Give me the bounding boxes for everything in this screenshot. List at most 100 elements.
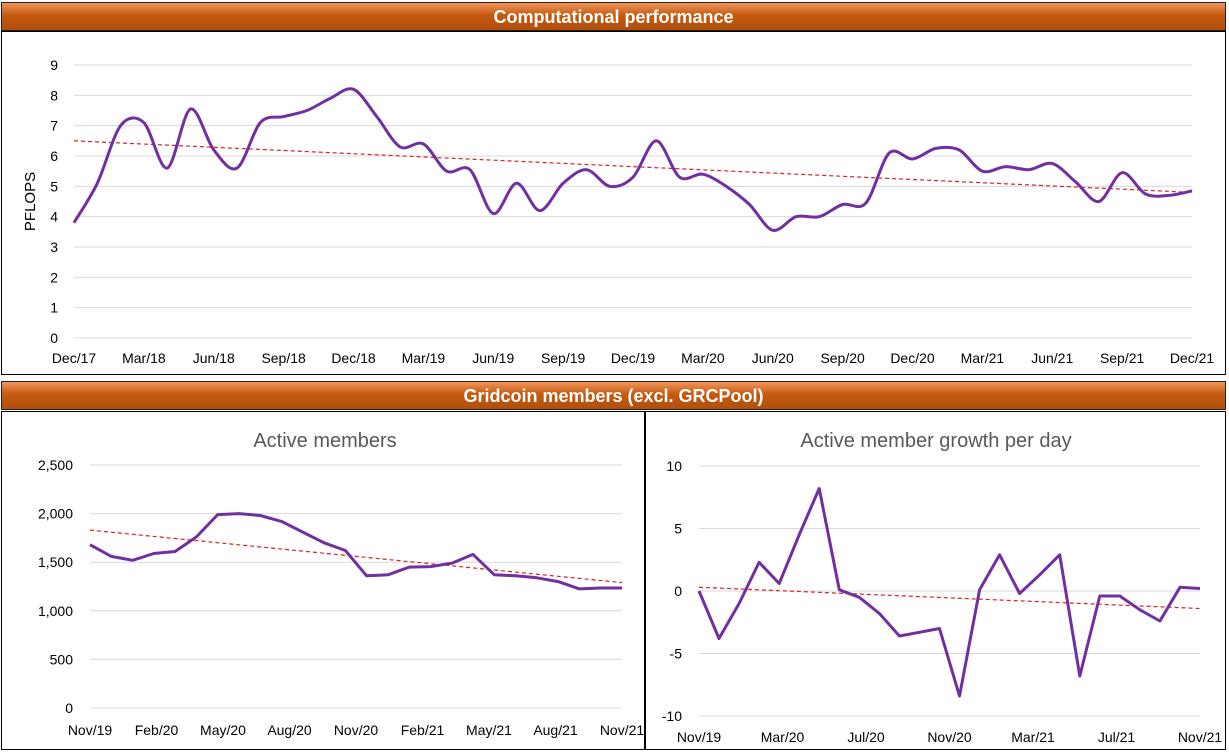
data-point xyxy=(981,170,984,173)
data-point xyxy=(189,108,192,111)
active-members-panel: Active members 0 500 1,000 1,500 2,000 2,500 No… xyxy=(1,411,645,750)
trend-line xyxy=(89,529,623,584)
y-tick-label: 2,000 xyxy=(38,506,73,522)
x-tick-label: Mar/20 xyxy=(681,350,725,366)
data-point xyxy=(166,167,169,170)
y-tick-label: 4 xyxy=(50,209,58,225)
x-tick-label: Jun/18 xyxy=(193,350,235,366)
data-point xyxy=(408,566,411,569)
x-tick-label: Mar/20 xyxy=(761,729,805,745)
data-point xyxy=(1018,592,1021,595)
data-point xyxy=(429,565,432,568)
data-point xyxy=(758,561,761,564)
data-point xyxy=(1191,189,1194,192)
data-point xyxy=(282,115,285,118)
data-point xyxy=(858,596,861,599)
y-tick-label: 500 xyxy=(50,651,74,667)
data-point xyxy=(492,212,495,215)
y-tick-label: 8 xyxy=(50,87,58,103)
y-tick-label: 2 xyxy=(50,269,58,285)
y-tick-label: 1,500 xyxy=(38,554,73,570)
data-point xyxy=(748,203,751,206)
x-tick-label: Sep/19 xyxy=(541,350,586,366)
x-tick-label: Aug/20 xyxy=(267,722,312,738)
data-point xyxy=(718,637,721,640)
x-tick-label: Nov/20 xyxy=(927,729,972,745)
data-point xyxy=(352,88,355,91)
x-tick-label: Mar/21 xyxy=(961,350,1005,366)
data-point xyxy=(1004,165,1007,168)
data-point xyxy=(472,553,475,556)
data-point xyxy=(771,229,774,232)
gridcoin-members-banner: Gridcoin members (excl. GRCPool) xyxy=(1,381,1226,410)
y-tick-label: 9 xyxy=(50,57,58,73)
y-tick-label: -5 xyxy=(670,646,683,662)
y-tick-label: 7 xyxy=(50,118,58,134)
data-point xyxy=(259,121,262,124)
series-line xyxy=(697,487,1201,698)
computational-performance-panel: PFLOPS 0 1 2 3 4 5 6 7 8 9 Dec/17 Mar/18 Jun/18 Sep/18… xyxy=(1,31,1226,375)
y-tick-label: 3 xyxy=(50,239,58,255)
data-point xyxy=(1179,586,1182,589)
pflops-chart: PFLOPS 0 1 2 3 4 5 6 7 8 9 Dec/17 Mar/18 Jun/18 Sep/18… xyxy=(22,57,1215,366)
data-point xyxy=(386,573,389,576)
y-tick-label: 10 xyxy=(666,458,682,474)
data-point xyxy=(195,535,198,538)
data-point xyxy=(110,555,113,558)
data-point xyxy=(1199,587,1202,590)
x-tick-label: Nov/21 xyxy=(600,722,644,738)
data-point xyxy=(599,587,602,590)
data-point xyxy=(212,148,215,151)
y-tick-label: 5 xyxy=(50,178,58,194)
y-tick-label: 2,500 xyxy=(38,457,73,473)
data-point xyxy=(329,97,332,100)
data-point xyxy=(323,541,326,544)
data-point xyxy=(701,173,704,176)
data-point xyxy=(698,590,701,593)
x-tick-label: Mar/18 xyxy=(122,350,166,366)
x-tick-label: Sep/18 xyxy=(261,350,306,366)
data-point xyxy=(301,531,304,534)
y-tick-label: -10 xyxy=(662,708,682,724)
x-tick-label: Dec/18 xyxy=(331,350,376,366)
data-point xyxy=(958,148,961,151)
y-tick-label: 0 xyxy=(50,330,58,346)
x-tick-label: Jun/19 xyxy=(472,350,514,366)
data-point xyxy=(422,142,425,145)
data-point xyxy=(608,185,611,188)
data-point xyxy=(978,588,981,591)
x-tick-label: May/21 xyxy=(466,722,512,738)
trend-line xyxy=(73,140,1193,193)
data-point xyxy=(934,147,937,150)
x-tick-label: Jun/21 xyxy=(1031,350,1073,366)
x-tick-label: Feb/20 xyxy=(135,722,179,738)
data-point xyxy=(898,635,901,638)
x-tick-label: Aug/21 xyxy=(533,722,578,738)
data-point xyxy=(445,170,448,173)
data-point xyxy=(142,121,145,124)
data-point xyxy=(280,520,283,523)
data-point xyxy=(535,576,538,579)
computational-performance-banner: Computational performance xyxy=(1,2,1226,31)
data-point xyxy=(344,549,347,552)
data-point xyxy=(1028,168,1031,171)
data-point xyxy=(73,221,76,224)
data-point xyxy=(585,168,588,171)
data-point xyxy=(1138,608,1141,611)
data-point xyxy=(798,533,801,536)
x-tick-label: Dec/21 xyxy=(1170,350,1215,366)
data-point xyxy=(174,550,177,553)
data-point xyxy=(888,152,891,155)
member-growth-panel: Active member growth per day -10 -5 0 5 10 Nov… xyxy=(645,411,1226,750)
x-tick-label: Nov/21 xyxy=(1178,729,1223,745)
data-point xyxy=(469,168,472,171)
data-point xyxy=(305,109,308,112)
data-point xyxy=(738,602,741,605)
data-point xyxy=(152,552,155,555)
data-point xyxy=(998,553,1001,556)
member-growth-chart: Active member growth per day -10 -5 0 5 10 Nov… xyxy=(662,430,1223,745)
data-point xyxy=(911,158,914,161)
data-point xyxy=(818,487,821,490)
data-point xyxy=(493,573,496,576)
x-tick-label: Nov/19 xyxy=(677,729,722,745)
